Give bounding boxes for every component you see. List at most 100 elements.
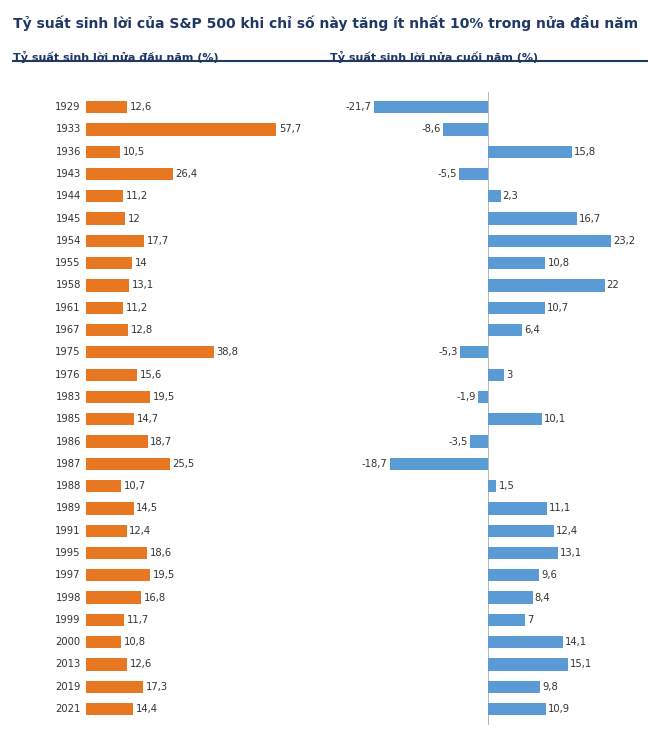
Bar — [86, 101, 127, 113]
Text: -1,9: -1,9 — [457, 392, 477, 402]
Text: 9,6: 9,6 — [541, 570, 557, 580]
Bar — [86, 613, 124, 626]
Text: 16,7: 16,7 — [579, 214, 601, 223]
Text: 38,8: 38,8 — [216, 348, 238, 357]
Text: 25,5: 25,5 — [172, 459, 195, 468]
Bar — [86, 235, 144, 247]
Text: 1944: 1944 — [55, 191, 81, 201]
Text: 6,4: 6,4 — [524, 325, 540, 335]
Bar — [86, 658, 127, 671]
Bar — [86, 324, 128, 336]
Text: Tỷ suất sinh lời nửa đầu năm (%): Tỷ suất sinh lời nửa đầu năm (%) — [13, 51, 219, 64]
Text: 3: 3 — [506, 370, 513, 380]
Bar — [86, 168, 173, 180]
Text: 1986: 1986 — [55, 436, 81, 447]
Bar — [488, 591, 533, 604]
Text: 2,3: 2,3 — [503, 191, 518, 201]
Bar — [488, 302, 545, 314]
Text: 13,1: 13,1 — [131, 280, 154, 291]
Text: 1967: 1967 — [55, 325, 81, 335]
Text: 14,1: 14,1 — [565, 637, 587, 647]
Text: 1983: 1983 — [55, 392, 81, 402]
Bar — [86, 480, 121, 492]
Text: 1955: 1955 — [55, 258, 81, 268]
Text: 12: 12 — [128, 214, 141, 223]
Text: 10,5: 10,5 — [123, 146, 145, 157]
Text: 1975: 1975 — [55, 348, 81, 357]
Text: Tỷ suất sinh lời nửa cuối năm (%): Tỷ suất sinh lời nửa cuối năm (%) — [330, 51, 538, 64]
Bar — [461, 346, 488, 359]
Text: 23,2: 23,2 — [613, 236, 635, 246]
Text: 10,1: 10,1 — [544, 414, 566, 425]
Text: 11,1: 11,1 — [549, 504, 572, 513]
Text: 1989: 1989 — [55, 504, 81, 513]
Text: -5,3: -5,3 — [439, 348, 458, 357]
Bar — [86, 123, 276, 135]
Text: 9,8: 9,8 — [543, 681, 558, 692]
Bar — [86, 569, 150, 581]
Text: 18,6: 18,6 — [150, 548, 172, 558]
Text: 57,7: 57,7 — [279, 124, 301, 135]
Bar — [488, 324, 522, 336]
Bar — [86, 525, 127, 537]
Bar — [488, 636, 563, 649]
Text: 1995: 1995 — [55, 548, 81, 558]
Text: 15,1: 15,1 — [570, 660, 593, 670]
Bar — [488, 480, 496, 492]
Bar — [488, 257, 545, 269]
Bar — [86, 681, 143, 693]
Bar — [488, 212, 577, 225]
Text: 1987: 1987 — [55, 459, 81, 468]
Text: 7: 7 — [527, 615, 534, 625]
Bar — [374, 101, 488, 113]
Text: 2013: 2013 — [55, 660, 81, 670]
Text: 14: 14 — [135, 258, 147, 268]
Text: 11,2: 11,2 — [125, 191, 148, 201]
Bar — [86, 391, 150, 403]
Text: 17,7: 17,7 — [147, 236, 169, 246]
Bar — [86, 368, 137, 381]
Text: 13,1: 13,1 — [560, 548, 582, 558]
Bar — [86, 413, 135, 425]
Bar — [470, 436, 488, 448]
Text: 10,9: 10,9 — [548, 704, 570, 714]
Bar — [86, 280, 129, 291]
Bar — [488, 146, 572, 158]
Text: 14,5: 14,5 — [136, 504, 158, 513]
Text: 26,4: 26,4 — [176, 169, 198, 179]
Text: 2021: 2021 — [55, 704, 81, 714]
Text: 12,6: 12,6 — [130, 102, 152, 112]
Text: 11,7: 11,7 — [127, 615, 149, 625]
Text: -8,6: -8,6 — [422, 124, 441, 135]
Bar — [86, 257, 132, 269]
Text: 1936: 1936 — [55, 146, 81, 157]
Text: 2019: 2019 — [55, 681, 81, 692]
Bar — [488, 703, 546, 715]
Bar — [86, 502, 133, 515]
Bar — [389, 458, 488, 470]
Text: 12,8: 12,8 — [131, 325, 153, 335]
Text: 14,7: 14,7 — [137, 414, 159, 425]
Bar — [488, 569, 539, 581]
Text: 1998: 1998 — [55, 593, 81, 602]
Bar — [86, 436, 147, 448]
Text: -18,7: -18,7 — [362, 459, 387, 468]
Bar — [86, 458, 170, 470]
Text: -21,7: -21,7 — [346, 102, 372, 112]
Text: 12,6: 12,6 — [130, 660, 152, 670]
Bar — [488, 368, 504, 381]
Text: 11,2: 11,2 — [125, 303, 148, 313]
Text: 12,4: 12,4 — [129, 526, 152, 536]
Text: -5,5: -5,5 — [438, 169, 457, 179]
Bar — [488, 525, 554, 537]
Bar — [86, 146, 120, 158]
Text: 1988: 1988 — [55, 481, 81, 491]
Text: 1,5: 1,5 — [498, 481, 514, 491]
Text: 1985: 1985 — [55, 414, 81, 425]
Bar — [488, 613, 525, 626]
Bar — [86, 190, 123, 203]
Bar — [86, 346, 214, 359]
Text: 10,7: 10,7 — [547, 303, 569, 313]
Text: 19,5: 19,5 — [152, 570, 175, 580]
Bar — [488, 413, 542, 425]
